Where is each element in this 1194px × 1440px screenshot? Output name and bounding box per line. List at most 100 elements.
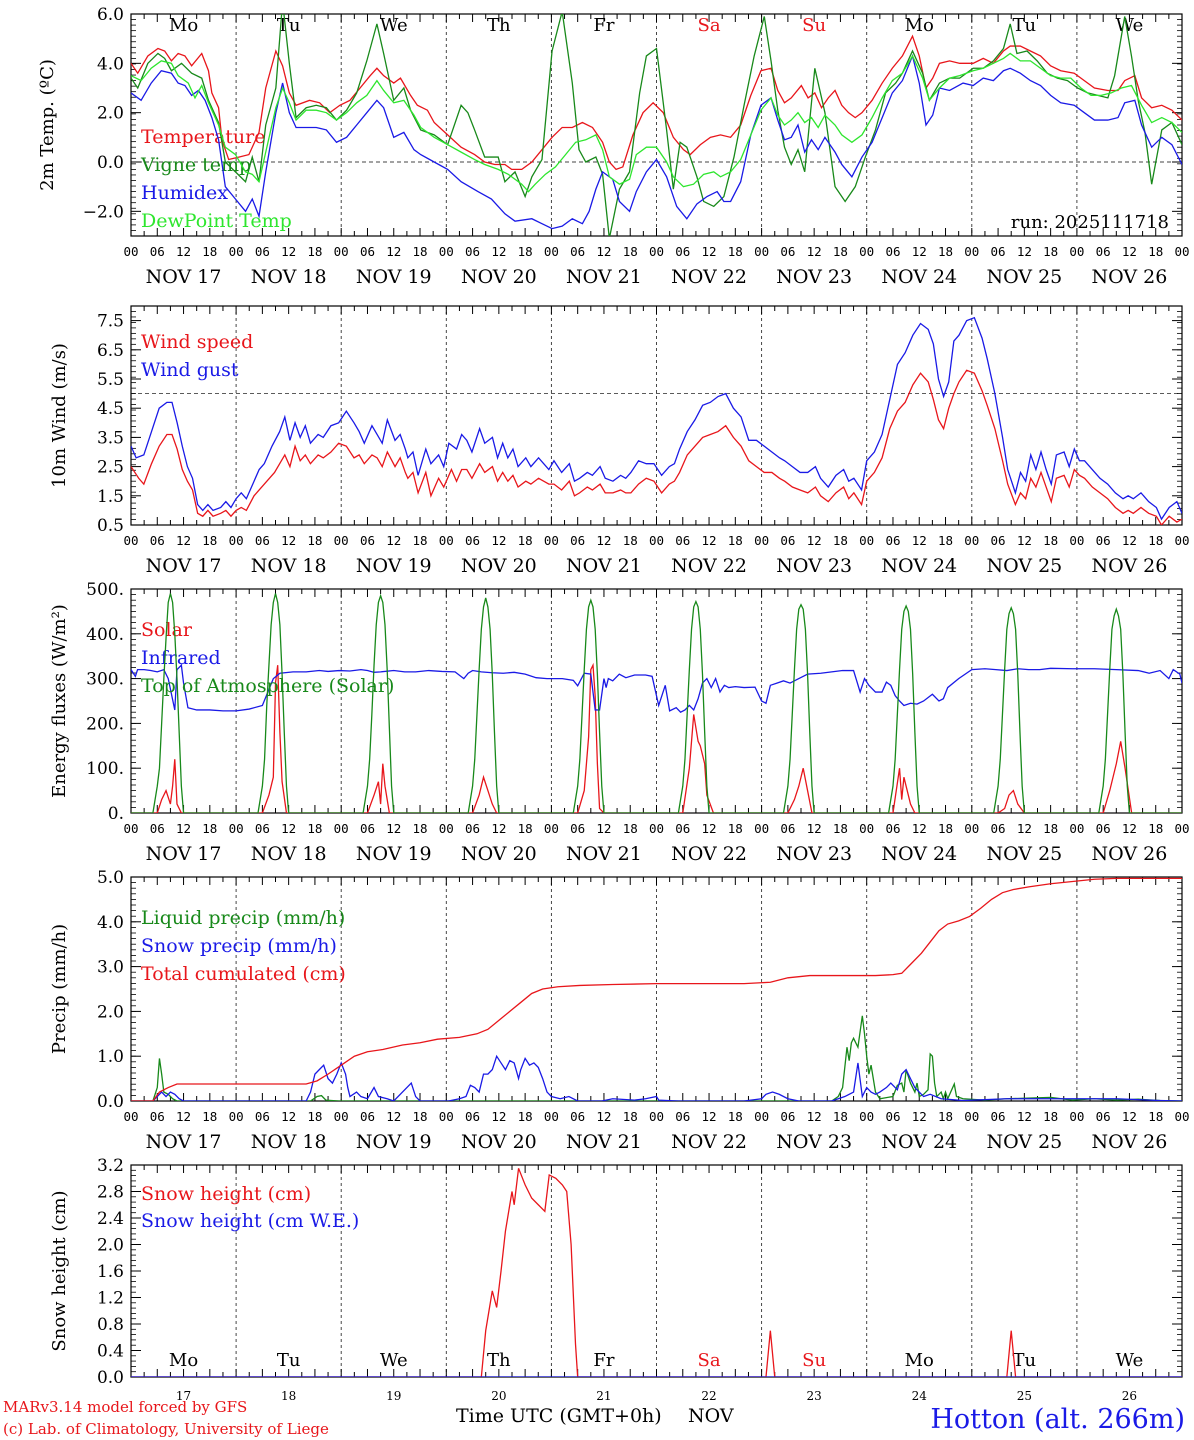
hour-tick-label: 12: [596, 821, 611, 836]
legend-vigne-temp: Vigne temp: [140, 154, 251, 176]
hour-tick-label: 12: [1122, 244, 1137, 259]
hour-tick-label: 06: [885, 821, 900, 836]
hour-tick-label: 00: [1174, 244, 1189, 259]
hour-tick-label: 18: [833, 1109, 848, 1124]
hour-tick-label: 12: [176, 244, 191, 259]
weekday-label: Th: [487, 1350, 511, 1371]
y-tick-label: 100.: [86, 759, 124, 779]
y-axis-title: 2m Temp. (ºC): [37, 59, 58, 191]
y-tick-label: 0.0: [97, 1368, 124, 1388]
hour-tick-label: 18: [307, 533, 322, 548]
hour-tick-label: 12: [176, 1109, 191, 1124]
y-tick-label: 3.0: [97, 958, 124, 978]
day-number-label: 20: [491, 1389, 506, 1403]
day-number-label: 24: [912, 1389, 928, 1403]
hour-tick-label: 06: [780, 244, 795, 259]
chart-panel-2: 7.5 6.5 5.5 4.5 3.5 2.5 1.5 0.5 10m Wind (m/s) 00…: [49, 305, 1190, 577]
hour-tick-label: 12: [386, 244, 401, 259]
y-tick-label: 6.0: [97, 5, 124, 25]
weekday-label: We: [1116, 1350, 1144, 1371]
y-tick-label: 5.5: [97, 370, 124, 390]
hour-tick-label: 18: [307, 1109, 322, 1124]
series-line-vigne-temp: [131, 14, 1182, 236]
hour-tick-label: 00: [1174, 533, 1189, 548]
hour-tick-label: 06: [780, 533, 795, 548]
month-label: NOV: [688, 1405, 734, 1427]
x-axis-label: Time UTC (GMT+0h): [456, 1405, 662, 1427]
hour-tick-label: 18: [202, 821, 217, 836]
series-line-top-of-atmosphere-solar: [131, 593, 1182, 813]
hour-tick-label: 06: [150, 244, 165, 259]
legend-wind-gust: Wind gust: [141, 359, 239, 381]
y-tick-label: 400.: [86, 625, 124, 645]
legend-dewpoint-temp: DewPoint Temp: [141, 210, 292, 232]
hour-tick-label: 18: [728, 244, 743, 259]
hour-tick-label: 18: [307, 821, 322, 836]
hour-tick-label: 00: [229, 244, 244, 259]
hour-tick-label: 18: [938, 533, 953, 548]
y-tick-label: 5.0: [97, 868, 124, 888]
hour-tick-label: 18: [833, 533, 848, 548]
hour-tick-label: 12: [807, 821, 822, 836]
hour-tick-label: 06: [255, 821, 270, 836]
hour-tick-label: 00: [964, 533, 979, 548]
y-axis-title: Energy fluxes (W/m²): [49, 604, 70, 798]
date-label: NOV 19: [356, 843, 432, 865]
series-line-wind-gust: [131, 316, 1182, 521]
day-number-label: 22: [701, 1389, 716, 1403]
date-label: NOV 20: [461, 555, 537, 577]
hour-tick-label: 18: [412, 533, 427, 548]
y-tick-label: 2.0: [97, 104, 124, 124]
y-tick-label: 200.: [86, 714, 124, 734]
hour-tick-label: 00: [334, 821, 349, 836]
hour-tick-label: 00: [123, 244, 138, 259]
hour-tick-label: 12: [491, 533, 506, 548]
hour-tick-label: 12: [1122, 1109, 1137, 1124]
hour-tick-label: 12: [1017, 533, 1032, 548]
date-label: NOV 24: [881, 555, 957, 577]
y-tick-label: 0.: [108, 804, 124, 824]
hour-tick-label: 00: [859, 533, 874, 548]
hour-tick-label: 12: [596, 533, 611, 548]
weekday-label: We: [1116, 15, 1144, 36]
weekday-label: Fr: [593, 1350, 614, 1371]
hour-tick-label: 00: [964, 821, 979, 836]
chart-panel-3: 500. 400. 300. 200. 100. 0. Energy fluxes (W/m…: [49, 580, 1190, 865]
legend-total-cumulated-cm: Total cumulated (cm): [141, 963, 346, 985]
date-label: NOV 20: [461, 266, 537, 288]
hour-tick-label: 06: [465, 244, 480, 259]
series-line-liquid-precip-mm-h: [131, 1015, 1182, 1101]
hour-tick-label: 06: [1096, 1109, 1111, 1124]
hour-tick-label: 12: [386, 821, 401, 836]
y-axis-title: Snow height (cm): [49, 1190, 70, 1351]
date-label: NOV 24: [881, 843, 957, 865]
hour-tick-label: 06: [1096, 533, 1111, 548]
weekday-label: Mo: [905, 1350, 934, 1371]
hour-tick-label: 06: [1096, 244, 1111, 259]
y-tick-label: 3.5: [97, 428, 124, 448]
date-label: NOV 22: [671, 843, 747, 865]
y-tick-label: 4.5: [97, 399, 124, 419]
hour-tick-label: 00: [123, 1109, 138, 1124]
hour-tick-label: 18: [833, 821, 848, 836]
station-title: Hotton (alt. 266m): [930, 1404, 1185, 1435]
y-tick-label: 6.5: [97, 341, 124, 361]
hour-tick-label: 06: [991, 533, 1006, 548]
hour-tick-label: 00: [229, 533, 244, 548]
hour-tick-label: 06: [780, 821, 795, 836]
hour-tick-label: 12: [702, 821, 717, 836]
legend-infrared: Infrared: [141, 647, 221, 669]
y-tick-label: 2.0: [97, 1236, 124, 1256]
y-tick-label: 500.: [86, 580, 124, 600]
y-tick-label: 1.2: [97, 1289, 124, 1309]
y-tick-label: 0.5: [97, 516, 124, 536]
hour-tick-label: 18: [518, 533, 533, 548]
chart-panel-4: 5.0 4.0 3.0 2.0 1.0 0.0 Precip (mm/h) 00 06 12 18 N…: [49, 868, 1190, 1153]
hour-tick-label: 18: [728, 1109, 743, 1124]
hour-tick-label: 06: [885, 1109, 900, 1124]
hour-tick-label: 00: [439, 821, 454, 836]
y-tick-label: 1.0: [97, 1047, 124, 1067]
legend-snow-height-cm-w-e: Snow height (cm W.E.): [141, 1210, 359, 1232]
legend-snow-height-cm: Snow height (cm): [141, 1183, 311, 1205]
